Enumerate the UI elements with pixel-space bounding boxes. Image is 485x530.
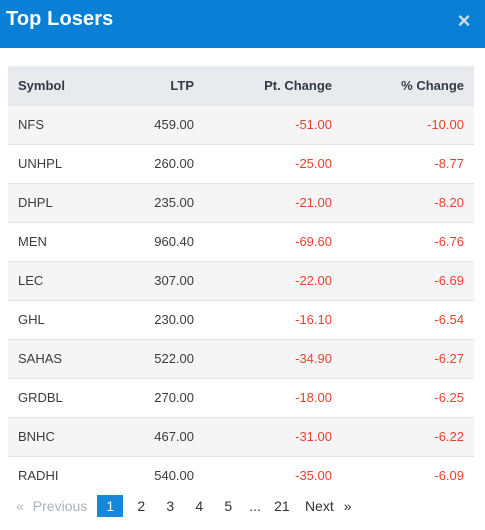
modal-title: Top Losers <box>6 8 114 30</box>
cell-ltp: 467.00 <box>154 429 194 444</box>
cell-symbol: SAHAS <box>18 351 63 366</box>
cell-pct-change: -6.76 <box>434 234 464 249</box>
cell-ltp: 540.00 <box>154 468 194 484</box>
cell-ltp: 235.00 <box>154 195 194 210</box>
table-row[interactable]: DHPL 235.00 -21.00 -8.20 <box>8 183 474 222</box>
column-header-symbol[interactable]: Symbol <box>18 77 65 93</box>
cell-pt-change: -21.00 <box>295 195 332 210</box>
cell-pct-change: -8.77 <box>434 156 464 171</box>
cell-pct-change: -6.27 <box>434 351 464 366</box>
page-button-3[interactable]: 3 <box>166 498 175 514</box>
cell-ltp: 260.00 <box>154 156 194 171</box>
table-row[interactable]: BNHC 467.00 -31.00 -6.22 <box>8 417 474 456</box>
cell-symbol: GHL <box>18 312 45 327</box>
double-chevron-right-icon: » <box>343 498 352 514</box>
cell-pct-change: -6.69 <box>434 273 464 288</box>
table-row[interactable]: SAHAS 522.00 -34.90 -6.27 <box>8 339 474 378</box>
table-row[interactable]: LEC 307.00 -22.00 -6.69 <box>8 261 474 300</box>
previous-label: Previous <box>32 498 88 514</box>
cell-pt-change: -69.60 <box>295 234 332 249</box>
cell-ltp: 960.40 <box>154 234 194 249</box>
cell-ltp: 270.00 <box>154 390 194 405</box>
pagination-ellipsis: ... <box>249 498 261 514</box>
double-chevron-left-icon: « <box>16 498 24 514</box>
cell-symbol: GRDBL <box>18 390 63 405</box>
cell-ltp: 230.00 <box>154 312 194 327</box>
cell-symbol: NFS <box>18 117 44 132</box>
cell-pct-change: -6.22 <box>434 429 464 444</box>
table-row[interactable]: GRDBL 270.00 -18.00 -6.25 <box>8 378 474 417</box>
cell-pt-change: -51.00 <box>295 117 332 132</box>
cell-ltp: 522.00 <box>154 351 194 366</box>
cell-pt-change: -35.00 <box>295 468 332 484</box>
table-header-row: Symbol LTP Pt. Change % Change <box>8 66 474 105</box>
cell-ltp: 459.00 <box>154 117 194 132</box>
cell-pct-change: -6.09 <box>434 468 464 484</box>
table-row[interactable]: MEN 960.40 -69.60 -6.76 <box>8 222 474 261</box>
column-header-ltp[interactable]: LTP <box>170 77 194 93</box>
cell-ltp: 307.00 <box>154 273 194 288</box>
next-page-button[interactable]: Next » <box>305 498 352 514</box>
cell-pt-change: -18.00 <box>295 390 332 405</box>
cell-pt-change: -25.00 <box>295 156 332 171</box>
cell-pt-change: -31.00 <box>295 429 332 444</box>
column-header-pct-change[interactable]: % Change <box>401 77 464 93</box>
page-button-1[interactable]: 1 <box>97 495 124 517</box>
cell-pct-change: -10.00 <box>427 117 464 132</box>
page-button-2[interactable]: 2 <box>137 498 146 514</box>
cell-symbol: RADHI <box>18 468 59 484</box>
table-row[interactable]: GHL 230.00 -16.10 -6.54 <box>8 300 474 339</box>
table-row[interactable]: UNHPL 260.00 -25.00 -8.77 <box>8 144 474 183</box>
page-button-5[interactable]: 5 <box>224 498 233 514</box>
page-button-4[interactable]: 4 <box>195 498 204 514</box>
table-row[interactable]: RADHI 540.00 -35.00 -6.09 <box>8 456 474 495</box>
top-losers-table-container: Symbol LTP Pt. Change % Change NFS 459.00… <box>8 66 474 495</box>
pagination: « Previous 1 2 3 4 5 ... 21 Next » <box>8 494 352 518</box>
column-header-pt-change[interactable]: Pt. Change <box>264 77 332 93</box>
cell-pt-change: -34.90 <box>295 351 332 366</box>
cell-pct-change: -6.54 <box>434 312 464 327</box>
previous-page-button[interactable]: « Previous <box>16 498 87 514</box>
cell-pt-change: -16.10 <box>295 312 332 327</box>
cell-symbol: UNHPL <box>18 156 63 171</box>
close-icon[interactable]: × <box>457 8 471 33</box>
cell-pct-change: -8.20 <box>434 195 464 210</box>
next-label: Next <box>304 498 334 514</box>
cell-symbol: DHPL <box>18 195 53 210</box>
modal-header: Top Losers × <box>0 0 485 48</box>
cell-pt-change: -22.00 <box>295 273 332 288</box>
cell-symbol: MEN <box>18 234 47 249</box>
cell-symbol: LEC <box>18 273 44 288</box>
cell-symbol: BNHC <box>18 429 55 444</box>
table-row[interactable]: NFS 459.00 -51.00 -10.00 <box>8 105 474 144</box>
page-button-21[interactable]: 21 <box>274 498 290 514</box>
cell-pct-change: -6.25 <box>434 390 464 405</box>
top-losers-table: Symbol LTP Pt. Change % Change NFS 459.00… <box>8 66 474 495</box>
